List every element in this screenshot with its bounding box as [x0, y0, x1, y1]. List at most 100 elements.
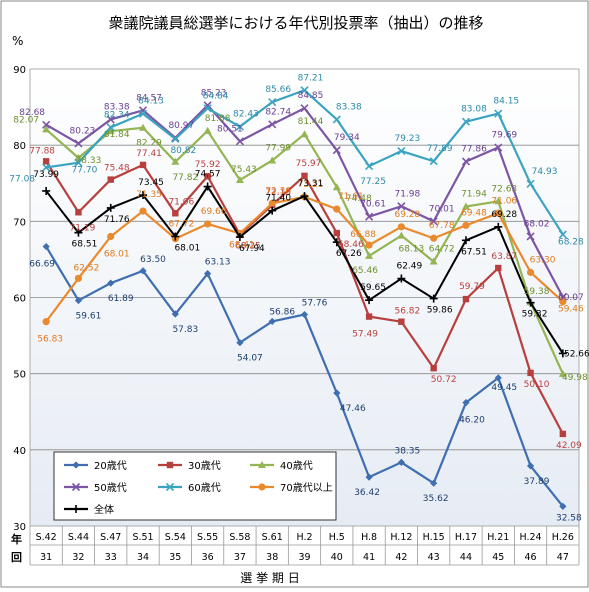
data-label: 84.13 [138, 97, 164, 107]
data-label: 84.85 [298, 91, 324, 101]
data-point [72, 461, 80, 469]
data-label: 59.46 [558, 305, 584, 315]
data-point [461, 157, 471, 166]
data-point [106, 127, 115, 135]
data-label: 68.13 [398, 245, 424, 255]
data-label: 72.63 [491, 184, 517, 194]
data-label: 68.25 [235, 242, 261, 252]
data-label: 71.35 [136, 190, 162, 200]
data-point [203, 126, 212, 134]
data-label: 68.51 [72, 240, 98, 250]
data-label: 77.41 [136, 149, 162, 159]
data-point [429, 157, 438, 166]
data-label: 72.15 [265, 188, 291, 198]
data-label: 72.36 [265, 186, 291, 196]
data-label: 82.07 [13, 115, 39, 125]
y-tick-label: 30 [13, 522, 26, 533]
data-point [106, 115, 115, 124]
data-point [398, 318, 405, 325]
x-tick-label-era: S.42 [36, 532, 57, 543]
x-tick-label-era: S.55 [197, 532, 218, 543]
legend-label: 40歳代 [280, 460, 313, 472]
data-point [332, 146, 341, 155]
data-label: 70.01 [429, 204, 455, 214]
data-point [235, 122, 244, 131]
data-label: 67.72 [168, 220, 194, 230]
data-point [365, 162, 374, 171]
data-point [397, 274, 406, 283]
x-tick-label-round: 36 [202, 552, 214, 563]
data-label: 38.35 [394, 446, 420, 456]
data-point [268, 156, 277, 164]
data-label: 62.49 [396, 262, 422, 272]
x-tick-label-era: H.5 [329, 532, 345, 543]
data-label: 74.48 [346, 194, 372, 204]
data-point [397, 458, 405, 467]
data-point [365, 473, 373, 481]
data-point [107, 176, 114, 183]
data-point [300, 310, 309, 319]
data-point [365, 313, 373, 320]
data-label: 69.28 [491, 210, 517, 220]
data-point [494, 209, 502, 217]
data-label: 49.45 [491, 383, 517, 393]
data-label: 68.28 [558, 237, 584, 247]
data-point [204, 173, 211, 180]
data-point [494, 222, 503, 231]
legend-label: 70歳代以上 [280, 482, 333, 494]
data-point [559, 430, 567, 438]
data-label: 56.83 [37, 335, 63, 345]
data-label: 32.58 [556, 513, 582, 523]
data-point [106, 123, 115, 132]
data-point [71, 482, 81, 492]
x-tick-label-era: H.15 [423, 532, 445, 543]
data-label: 71.06 [168, 197, 194, 207]
data-point [429, 217, 438, 226]
x-tick-label-round: 33 [105, 552, 117, 563]
data-label: 67.26 [336, 249, 362, 259]
data-label: 35.62 [423, 494, 449, 504]
data-label: 80.82 [170, 146, 196, 156]
data-point [429, 257, 438, 265]
data-point [171, 232, 180, 241]
data-label: 52.66 [564, 349, 589, 359]
data-point [139, 161, 147, 169]
data-point [495, 264, 502, 272]
data-label: 63.30 [530, 255, 556, 265]
data-label: 60.07 [558, 293, 584, 303]
data-point [107, 232, 115, 241]
x-tick-label-era: S.58 [229, 532, 250, 543]
y-axis-ticks: 30 40 50 60 70 80 90 [13, 65, 26, 533]
data-label: 64.72 [429, 245, 455, 255]
y-axis-unit-label: % [12, 34, 23, 48]
data-label: 71.19 [70, 223, 96, 233]
data-point [72, 505, 80, 513]
data-label: 66.88 [350, 230, 376, 240]
data-label: 68.46 [338, 240, 364, 250]
legend-label: 20歳代 [94, 460, 127, 472]
data-point [165, 482, 175, 492]
data-label: 85.66 [265, 85, 291, 95]
chart-title: 衆議院議員総選挙における年代別投票率（抽出）の推移 [108, 14, 483, 32]
x-tick-label-era: H.26 [552, 532, 574, 543]
data-label: 73.45 [138, 178, 164, 188]
data-point [235, 175, 244, 183]
data-point [42, 186, 51, 195]
data-label: 82.74 [265, 107, 291, 117]
data-label: 75.43 [231, 165, 257, 175]
y-tick-label: 50 [13, 370, 26, 381]
x-tick-label-era: H.8 [361, 532, 377, 543]
data-point [526, 462, 535, 470]
data-label: 59.65 [360, 283, 386, 293]
data-point [462, 399, 470, 407]
x-tick-label-round: 38 [266, 552, 278, 563]
data-point [203, 104, 212, 113]
y-tick-label: 80 [13, 141, 26, 152]
data-point [494, 109, 503, 118]
data-label: 59.86 [427, 306, 453, 316]
y-tick-label: 70 [13, 217, 26, 228]
data-label: 84.84 [203, 91, 229, 101]
data-label: 65.46 [352, 266, 378, 276]
data-point [171, 134, 180, 143]
data-label: 67.78 [429, 221, 455, 231]
